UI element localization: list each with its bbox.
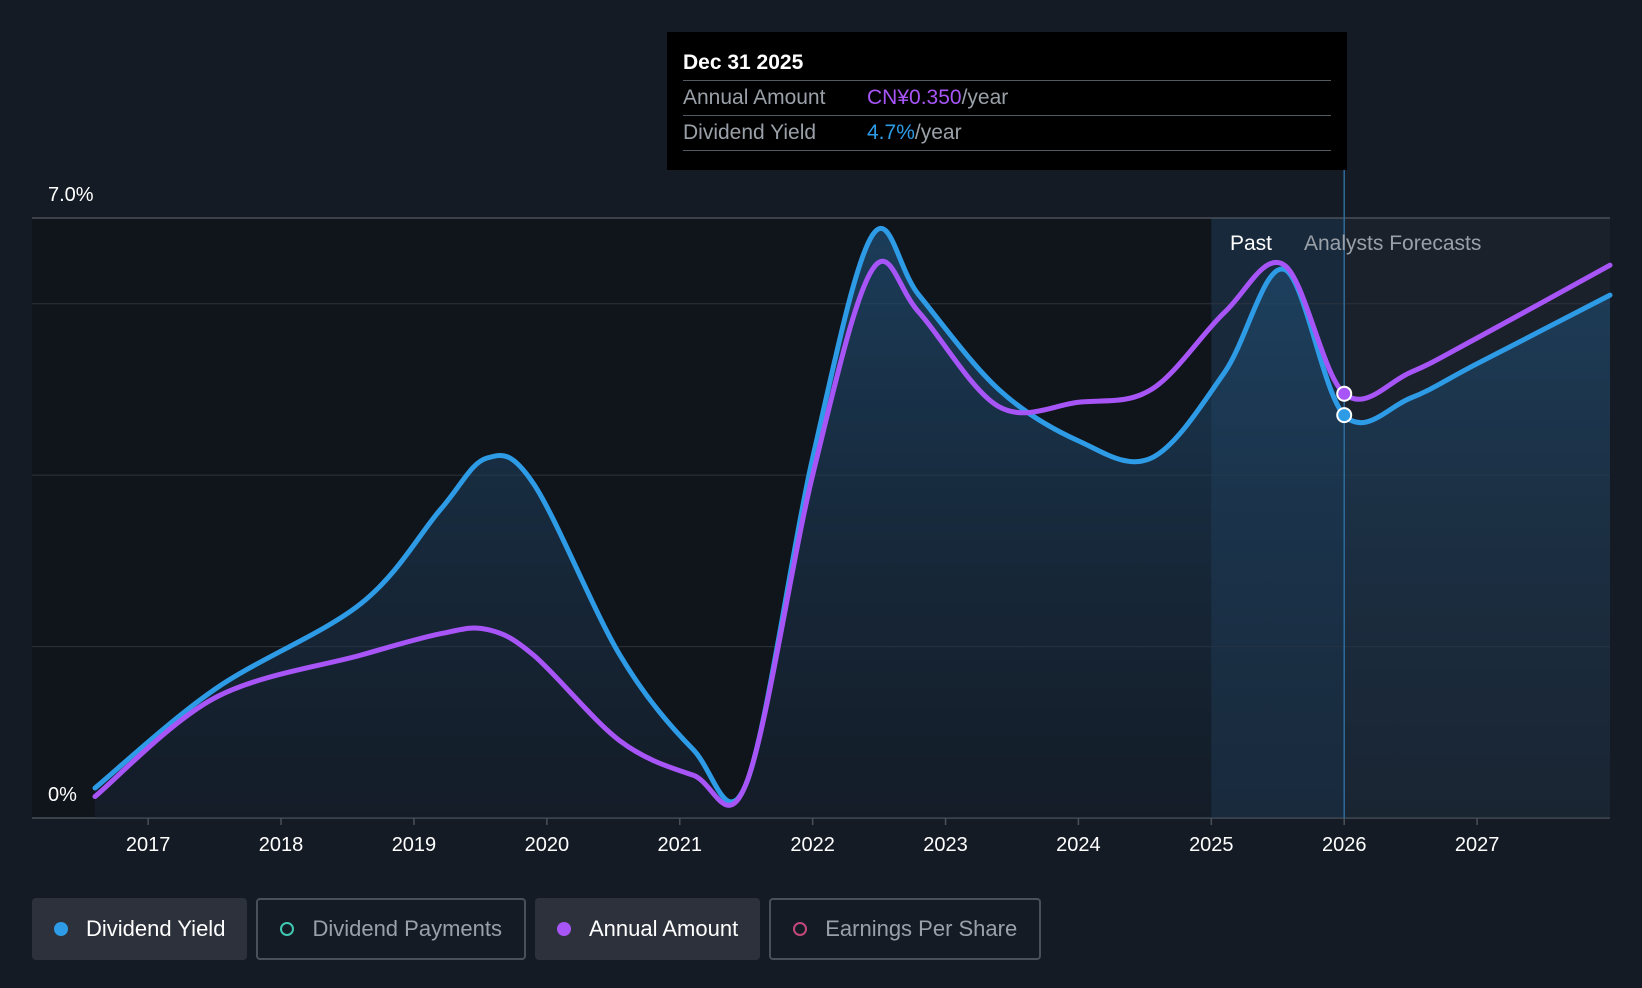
ring-icon xyxy=(793,922,808,936)
x-tick-label: 2024 xyxy=(1056,834,1101,856)
tooltip-unit: /year xyxy=(914,121,962,144)
annual-amount-line[interactable] xyxy=(92,258,1613,808)
chart-legend: Dividend Yield Dividend Payments Annual … xyxy=(32,898,1050,960)
x-tick-label: 2026 xyxy=(1322,834,1367,856)
tooltip-row-annual-amount: Annual Amount CN¥0.350 /year xyxy=(683,81,1331,116)
tooltip-row-dividend-yield: Dividend Yield 4.7% /year xyxy=(683,116,1331,151)
dot-icon xyxy=(556,922,571,936)
forecast-label: Analysts Forecasts xyxy=(1304,232,1481,255)
legend-dividend-yield[interactable]: Dividend Yield xyxy=(32,898,248,960)
x-tick-label: 2023 xyxy=(923,834,968,856)
tooltip-unit: /year xyxy=(961,86,1009,109)
legend-dividend-payments[interactable]: Dividend Payments xyxy=(256,898,526,960)
legend-label: Earnings Per Share xyxy=(825,916,1018,941)
tooltip-value: CN¥0.350 xyxy=(867,86,962,109)
tooltip-value: 4.7% xyxy=(867,121,915,144)
legend-label: Dividend Yield xyxy=(86,916,226,941)
x-tick-label: 2027 xyxy=(1455,834,1500,856)
legend-annual-amount[interactable]: Annual Amount xyxy=(534,898,761,960)
x-axis: 2017 2018 2019 2020 2021 2022 2023 2024 2025 2026… xyxy=(126,818,1499,856)
x-tick-label: 2020 xyxy=(525,834,570,856)
tooltip-label: Annual Amount xyxy=(683,86,826,109)
y-axis-min-label: 0% xyxy=(48,784,77,806)
x-tick-label: 2025 xyxy=(1189,834,1234,856)
x-tick-label: 2018 xyxy=(259,834,304,856)
ring-icon xyxy=(280,922,295,936)
x-tick-label: 2021 xyxy=(657,834,702,856)
dividend-yield-marker[interactable] xyxy=(1336,407,1353,424)
tooltip-label: Dividend Yield xyxy=(683,121,817,144)
x-tick-label: 2019 xyxy=(392,834,437,856)
legend-label: Dividend Payments xyxy=(312,916,502,941)
dot-icon xyxy=(54,922,68,936)
past-label: Past xyxy=(1230,232,1272,255)
x-tick-label: 2017 xyxy=(126,834,171,856)
annual-amount-marker[interactable] xyxy=(1336,385,1353,402)
legend-earnings-per-share[interactable]: Earnings Per Share xyxy=(769,898,1042,960)
dividend-yield-area xyxy=(95,228,1610,818)
legend-label: Annual Amount xyxy=(588,916,739,941)
tooltip-date: Dec 31 2025 xyxy=(683,46,1331,81)
chart-tooltip: Dec 31 2025 Annual Amount CN¥0.350 /year… xyxy=(667,32,1347,170)
y-axis-max-label: 7.0% xyxy=(48,184,94,206)
x-tick-label: 2022 xyxy=(790,834,835,856)
